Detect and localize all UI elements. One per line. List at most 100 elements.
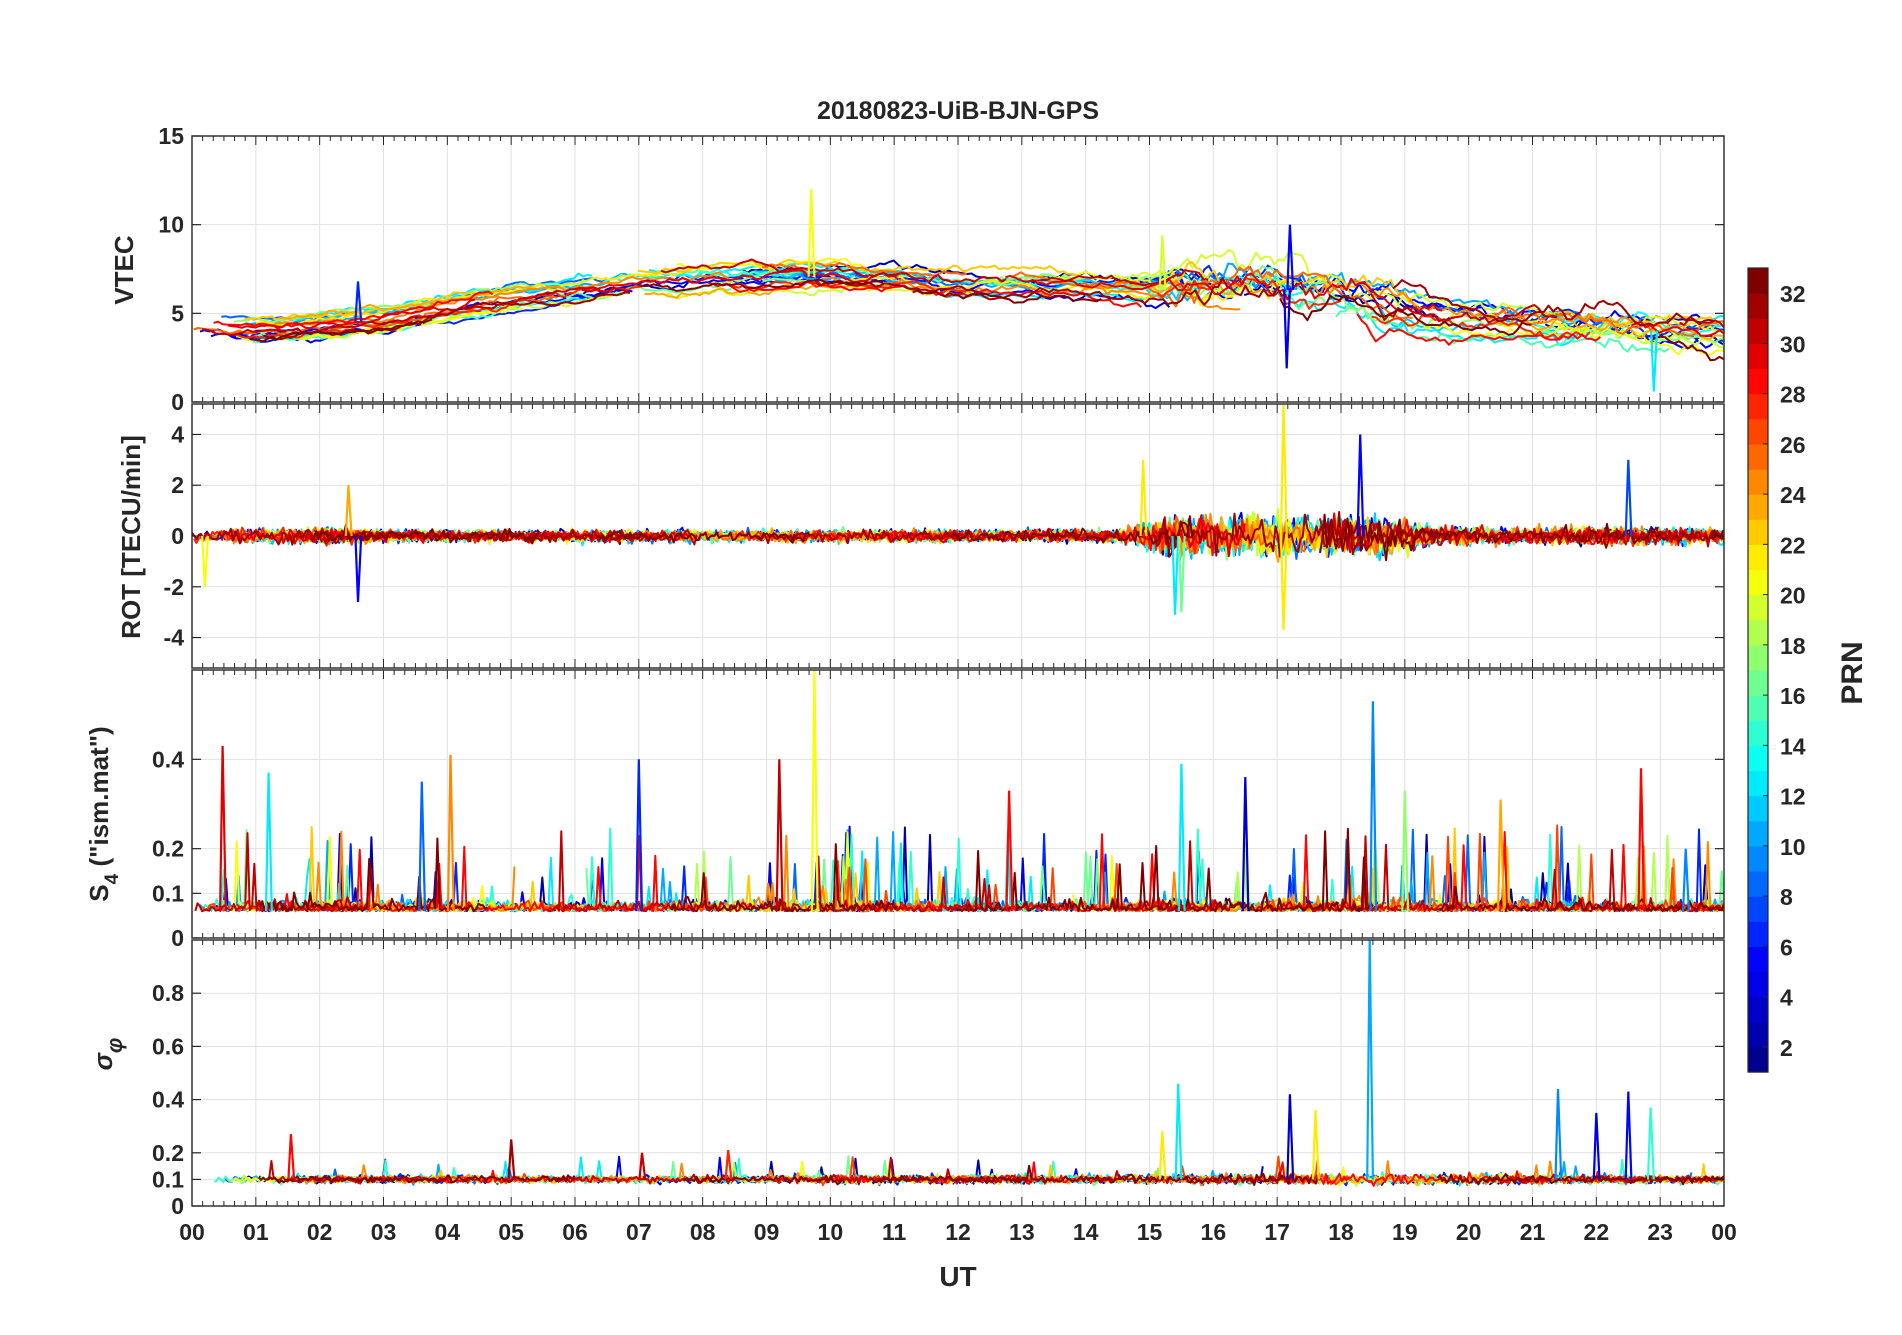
- spike-prn-3: [1241, 777, 1250, 912]
- y-tick-label-rot: 4: [171, 421, 184, 447]
- spike-prn-23: [344, 485, 353, 537]
- y-axis-label-rot: ROT [TECU/min]: [116, 435, 146, 639]
- colorbar-bin: [1748, 670, 1768, 696]
- spike-prn-19: [1158, 235, 1167, 291]
- x-tick-label: 11: [882, 1219, 907, 1245]
- y-axis-label-sigma-phi: σφ: [88, 1038, 127, 1071]
- colorbar-tick-label: 16: [1780, 683, 1806, 709]
- series-prn-28: [1277, 1161, 1552, 1187]
- colorbar-bin: [1748, 519, 1768, 545]
- series-prn-32: [1279, 294, 1532, 336]
- panel-sigma-phi: 00.10.2 0.4 0.6 0.8: [152, 939, 1725, 1219]
- x-tick-label: 14: [1073, 1219, 1099, 1245]
- colorbar-bin: [1748, 745, 1768, 772]
- series-prn-32: [249, 318, 433, 343]
- spike-prn-20: [807, 189, 816, 277]
- x-tick-label: 18: [1328, 1219, 1354, 1245]
- y-axis-label-vtec: VTEC: [109, 235, 139, 305]
- series-prn-30: [908, 530, 1116, 543]
- x-tick-label: 22: [1584, 1219, 1610, 1245]
- series-prn-29: [227, 298, 476, 330]
- series-prn-32: [595, 530, 811, 544]
- series-prn-20: [676, 257, 866, 271]
- series-prn-32: [1319, 513, 1667, 562]
- y-axis-label-s4: S4 ("ism.mat"): [84, 726, 123, 901]
- spike-prn-21: [1279, 535, 1288, 630]
- x-tick-label: 23: [1647, 1219, 1673, 1245]
- series-prn-29: [1631, 320, 1724, 337]
- colorbar-tick-label: 10: [1780, 834, 1806, 860]
- spike-prn-16: [1177, 535, 1186, 613]
- series-prn-32: [312, 524, 540, 545]
- colorbar-tick-label: 12: [1780, 784, 1806, 810]
- colorbar-bin: [1748, 268, 1768, 294]
- spike-prn-12: [1650, 330, 1659, 392]
- spike-prn-12: [1174, 1083, 1183, 1180]
- spike-prn-5: [1624, 1091, 1633, 1180]
- series-prn-30: [660, 258, 1007, 283]
- series-prn-32: [1710, 529, 1724, 540]
- spike-prn-20: [201, 535, 210, 587]
- x-tick-label: 13: [1009, 1219, 1035, 1245]
- x-tick-label: 06: [562, 1219, 588, 1245]
- colorbar-bin: [1748, 418, 1768, 445]
- series-prn-19: [1614, 331, 1724, 348]
- panel-s4: 0 0.1 0.2 0.4: [152, 669, 1725, 951]
- colorbar-tick-label: 8: [1780, 884, 1793, 910]
- colorbar-bin: [1748, 443, 1768, 470]
- colorbar-bin: [1748, 1046, 1768, 1073]
- colorbar-tick-label: 20: [1780, 583, 1806, 609]
- x-tick-label: 02: [307, 1219, 333, 1245]
- colorbar-bin: [1748, 845, 1768, 872]
- y-tick-label-sigma_phi: 0.1: [152, 1166, 184, 1192]
- series-prn-32: [871, 1164, 1319, 1186]
- spike-prn-5: [1356, 434, 1365, 537]
- colorbar-tick-label: 26: [1780, 432, 1806, 458]
- spike-prn-6: [354, 281, 363, 322]
- y-tick-label-vtec: 0: [171, 389, 184, 415]
- spike-prn-23: [1496, 799, 1505, 912]
- spike-prn-20: [810, 670, 819, 912]
- series-prn-31: [815, 277, 1287, 306]
- y-tick-label-rot: 2: [171, 472, 184, 498]
- x-tick-label: 09: [754, 1219, 780, 1245]
- colorbar-tick-label: 32: [1780, 281, 1806, 307]
- colorbar-tick-label: 18: [1780, 633, 1806, 659]
- spike-prn-3: [1286, 1094, 1295, 1180]
- colorbar-tick-label: 14: [1780, 733, 1806, 759]
- colorbar-bin: [1748, 644, 1768, 671]
- series-prn-31: [1392, 279, 1714, 327]
- y-tick-label-rot: -4: [164, 625, 185, 651]
- panel-vtec: 0 5 10 15: [158, 123, 1725, 415]
- x-tick-label: 12: [945, 1219, 971, 1245]
- spike-prn-21: [1279, 404, 1288, 537]
- spike-prn-9: [1682, 848, 1690, 912]
- spike-prn-30: [775, 759, 784, 912]
- x-axis-label: UT: [939, 1261, 976, 1292]
- colorbar-bin: [1748, 820, 1768, 847]
- colorbar-tick-label: 2: [1780, 1035, 1793, 1061]
- series-prn-30: [1549, 848, 1724, 913]
- colorbar-bin: [1748, 996, 1768, 1023]
- colorbar-bin: [1748, 795, 1768, 822]
- spike-prn-29: [219, 745, 227, 912]
- spike-prn-31: [507, 1139, 516, 1180]
- series-prn-16: [1520, 319, 1724, 344]
- colorbar-tick-label: 24: [1780, 482, 1806, 508]
- colorbar-bin: [1748, 720, 1768, 746]
- x-tick-label: 17: [1264, 1219, 1290, 1245]
- x-tick-label: 01: [243, 1219, 269, 1245]
- spike-prn-17: [1401, 790, 1410, 912]
- spike-prn-4: [1592, 1112, 1601, 1180]
- series-prn-29: [581, 269, 899, 293]
- x-tick-label: 08: [690, 1219, 716, 1245]
- series-prn-32: [954, 827, 1374, 913]
- colorbar-bin: [1748, 971, 1768, 998]
- series-prn-25: [762, 261, 967, 277]
- colorbar-tick-label: 6: [1780, 934, 1793, 960]
- series-prn-32: [912, 289, 1102, 304]
- series-group-rot: [192, 404, 1724, 630]
- series-prn-32: [1439, 885, 1724, 913]
- y-tick-label-vtec: 5: [171, 300, 184, 326]
